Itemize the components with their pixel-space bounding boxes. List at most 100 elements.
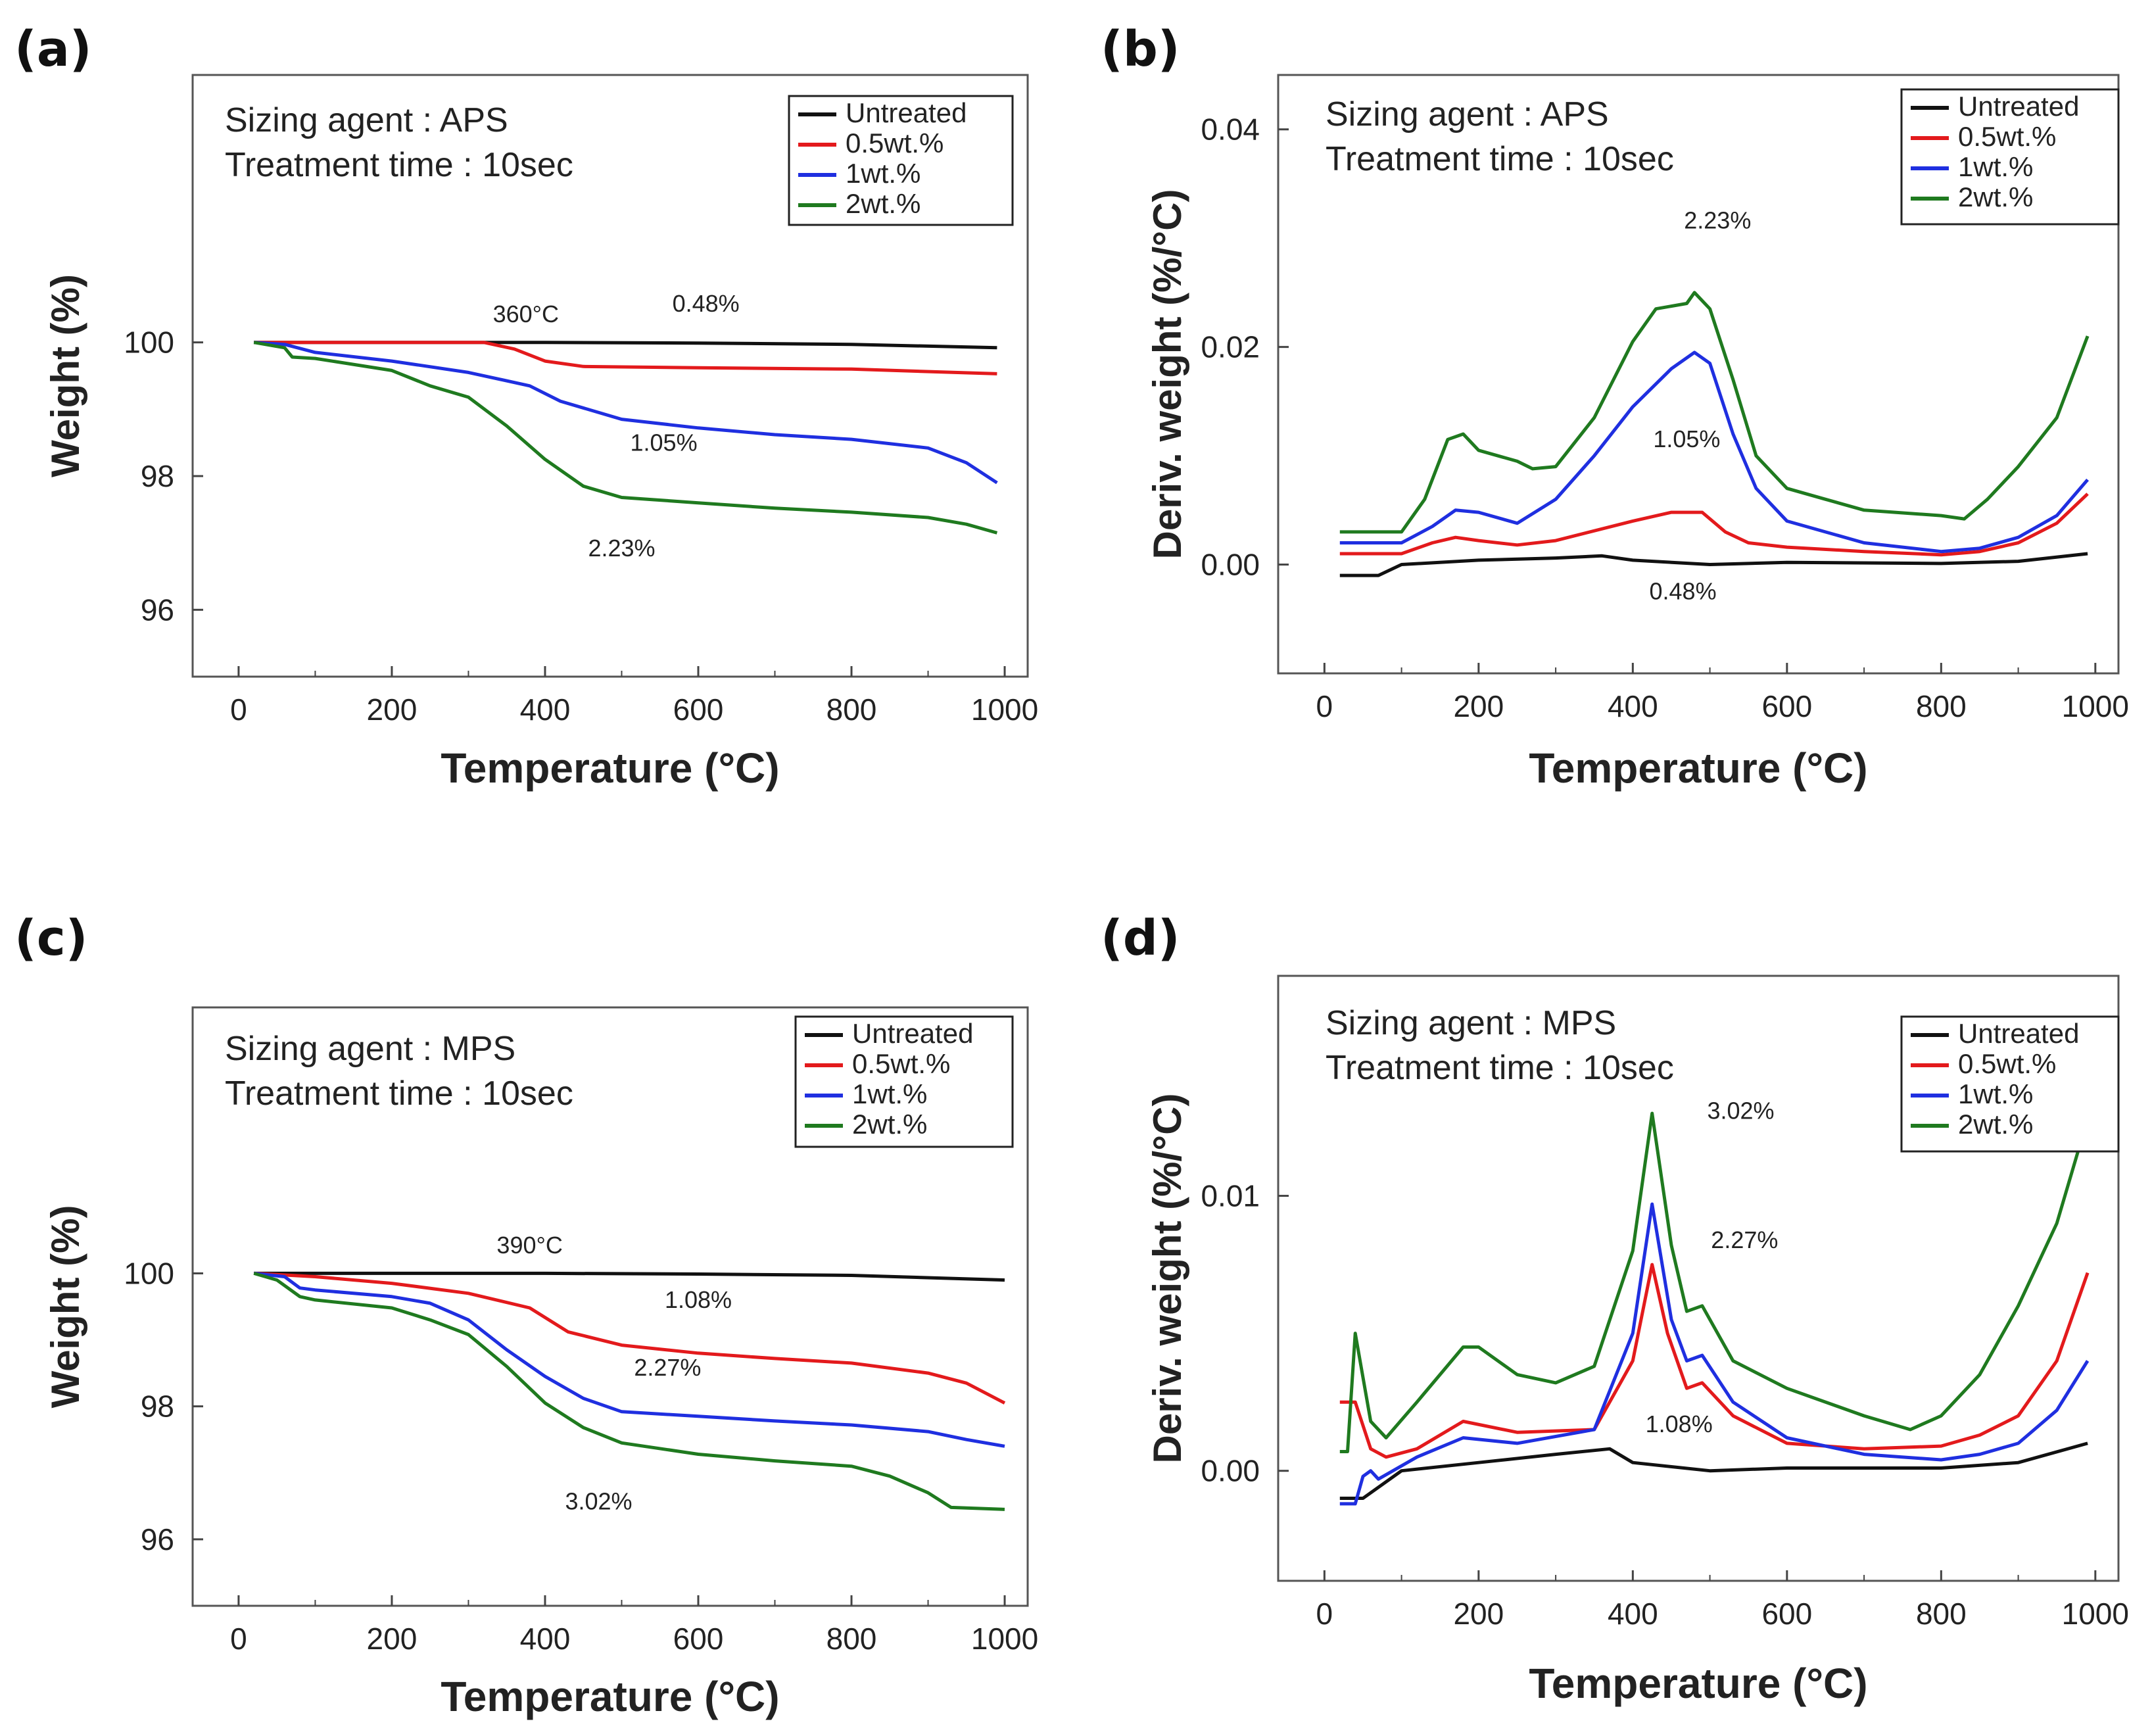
- legend-label-untreated: Untreated: [846, 97, 967, 128]
- series-line-1wt: [254, 341, 998, 485]
- annotation-label: 360°C: [493, 301, 559, 327]
- chart-title-line: Sizing agent : MPS: [225, 1030, 515, 1068]
- series-line-0-5wt: [1339, 493, 2089, 557]
- x-tick-label: 200: [367, 1622, 418, 1656]
- x-tick-label: 200: [1453, 1597, 1504, 1631]
- x-tick-label: 1000: [2062, 1597, 2129, 1631]
- chart-a: 0 200 400 600 800 1000 96 98 100 Temperature (°C)…: [43, 74, 1038, 792]
- y-axis-label: Weight (%): [43, 1205, 87, 1409]
- series-line-2wt: [1339, 291, 2090, 534]
- legend-label-0-5wt: 0.5wt.%: [1958, 121, 2056, 152]
- x-tick-label: 800: [826, 1622, 877, 1656]
- x-tick-label: 200: [1453, 689, 1504, 723]
- x-tick-label: 400: [520, 1622, 571, 1656]
- panel-label-c: (c): [14, 910, 88, 967]
- legend-label-untreated: Untreated: [1958, 1018, 2079, 1049]
- x-tick-label: 1000: [2062, 689, 2129, 723]
- x-tick-label: 0: [230, 1622, 247, 1656]
- chart-title-line: Sizing agent : MPS: [1326, 1004, 1616, 1042]
- x-tick-label: 800: [826, 692, 877, 727]
- x-tick-label: 800: [1916, 1597, 1967, 1631]
- series-line-1wt: [253, 1271, 1005, 1448]
- x-tick-label: 200: [367, 692, 418, 727]
- x-tick-label: 600: [673, 1622, 724, 1656]
- annotation-label: 2.27%: [634, 1354, 701, 1381]
- y-tick-label: 0.04: [1201, 112, 1260, 147]
- annotation-label: 1.05%: [1653, 425, 1720, 452]
- legend-label-2wt: 2wt.%: [1958, 181, 2033, 212]
- series-line-1wt: [1339, 1202, 2090, 1506]
- series-line-untreated: [254, 1271, 1005, 1282]
- x-axis-label: Temperature (°C): [1529, 744, 1867, 792]
- y-tick-label: 0.00: [1201, 1454, 1260, 1488]
- plot-frame: [191, 1006, 1029, 1607]
- legend-label-0-5wt: 0.5wt.%: [852, 1048, 950, 1079]
- x-tick-label: 400: [1608, 1597, 1658, 1631]
- x-tick-label: 800: [1916, 689, 1967, 723]
- chart-title-line: Treatment time : 10sec: [1326, 140, 1674, 178]
- chart-title-line: Treatment time : 10sec: [225, 146, 573, 184]
- annotation-label: 3.02%: [1707, 1097, 1774, 1124]
- panel-d: (d) 0 200 400 600 800 1000 0.00 0.01 Temperature…: [1076, 868, 2152, 1736]
- panel-label-b: (b): [1101, 21, 1180, 78]
- chart-title-line: Sizing agent : APS: [1326, 95, 1609, 133]
- legend-box: [788, 95, 1014, 226]
- plot-frame: [1277, 74, 2120, 675]
- x-axis-label: Temperature (°C): [1529, 1660, 1867, 1707]
- legend-label-2wt: 2wt.%: [1958, 1109, 2033, 1140]
- legend-label-1wt: 1wt.%: [1958, 151, 2033, 182]
- legend-box: [1900, 1015, 2120, 1153]
- legend-label-0-5wt: 0.5wt.%: [1958, 1048, 2056, 1079]
- y-tick-label: 100: [124, 326, 174, 360]
- annotation-label: 390°C: [496, 1232, 562, 1259]
- annotation-label: 1.05%: [631, 429, 698, 456]
- y-tick-label: 96: [141, 1522, 174, 1556]
- y-tick-label: 96: [141, 592, 174, 627]
- legend-label-untreated: Untreated: [852, 1018, 973, 1049]
- series-line-0-5wt: [254, 1271, 1006, 1405]
- x-tick-label: 400: [520, 692, 571, 727]
- panel-a: (a) 0 200 400 600 800 1000 96 98 100 Temperature …: [0, 0, 1076, 868]
- annotation-label: 2.23%: [1684, 206, 1751, 233]
- legend-label-1wt: 1wt.%: [1958, 1078, 2033, 1109]
- annotation-label: 0.48%: [1650, 577, 1717, 604]
- annotation-label: 3.02%: [565, 1487, 632, 1514]
- series-line-2wt: [1339, 1111, 2090, 1453]
- chart-c: 0 200 400 600 800 1000 96 98 100 Temperature (°C)…: [43, 1006, 1038, 1720]
- series-line-untreated: [1339, 1441, 2088, 1500]
- legend-label-2wt: 2wt.%: [846, 188, 921, 219]
- legend-box: [1900, 88, 2120, 226]
- x-tick-label: 600: [1761, 1597, 1812, 1631]
- y-axis-label: Deriv. weight (%/°C): [1145, 1094, 1189, 1464]
- chart-title-line: Sizing agent : APS: [225, 101, 508, 139]
- annotation-label: 2.23%: [588, 535, 655, 562]
- annotation-label: 1.08%: [1646, 1410, 1713, 1437]
- panel-c: (c) 0 200 400 600 800 1000 96 98 100 Temperature …: [0, 868, 1076, 1736]
- legend-label-untreated: Untreated: [1958, 91, 2079, 122]
- series-line-2wt: [253, 1271, 1005, 1511]
- y-tick-label: 98: [141, 459, 174, 493]
- y-tick-label: 0.01: [1201, 1179, 1260, 1213]
- series-line-1wt: [1339, 350, 2089, 554]
- y-axis-label: Weight (%): [43, 274, 87, 477]
- legend-label-2wt: 2wt.%: [852, 1109, 927, 1140]
- chart-title-line: Treatment time : 10sec: [225, 1074, 573, 1113]
- annotation-label: 1.08%: [665, 1286, 732, 1313]
- legend-label-1wt: 1wt.%: [846, 158, 921, 189]
- x-tick-label: 400: [1608, 689, 1658, 723]
- annotation-label: 0.48%: [673, 290, 740, 317]
- chart-b: 0 200 400 600 800 1000 0.00 0.02 0.04 Temperature…: [1145, 74, 2129, 792]
- series-line-0-5wt: [1339, 1263, 2090, 1459]
- annotation-label: 2.27%: [1711, 1226, 1778, 1253]
- chart-d: 0 200 400 600 800 1000 0.00 0.01 Temperature (°C…: [1145, 975, 2129, 1707]
- x-tick-label: 1000: [971, 1622, 1038, 1656]
- series-line-untreated: [1339, 552, 2088, 577]
- x-tick-label: 600: [1761, 689, 1812, 723]
- x-tick-label: 0: [230, 692, 247, 727]
- plot-frame: [1277, 975, 2120, 1582]
- series-line-0-5wt: [254, 341, 997, 375]
- plot-frame: [191, 74, 1029, 678]
- x-axis-label: Temperature (°C): [441, 1673, 779, 1720]
- y-tick-label: 0.00: [1201, 548, 1260, 582]
- legend-label-0-5wt: 0.5wt.%: [846, 128, 944, 158]
